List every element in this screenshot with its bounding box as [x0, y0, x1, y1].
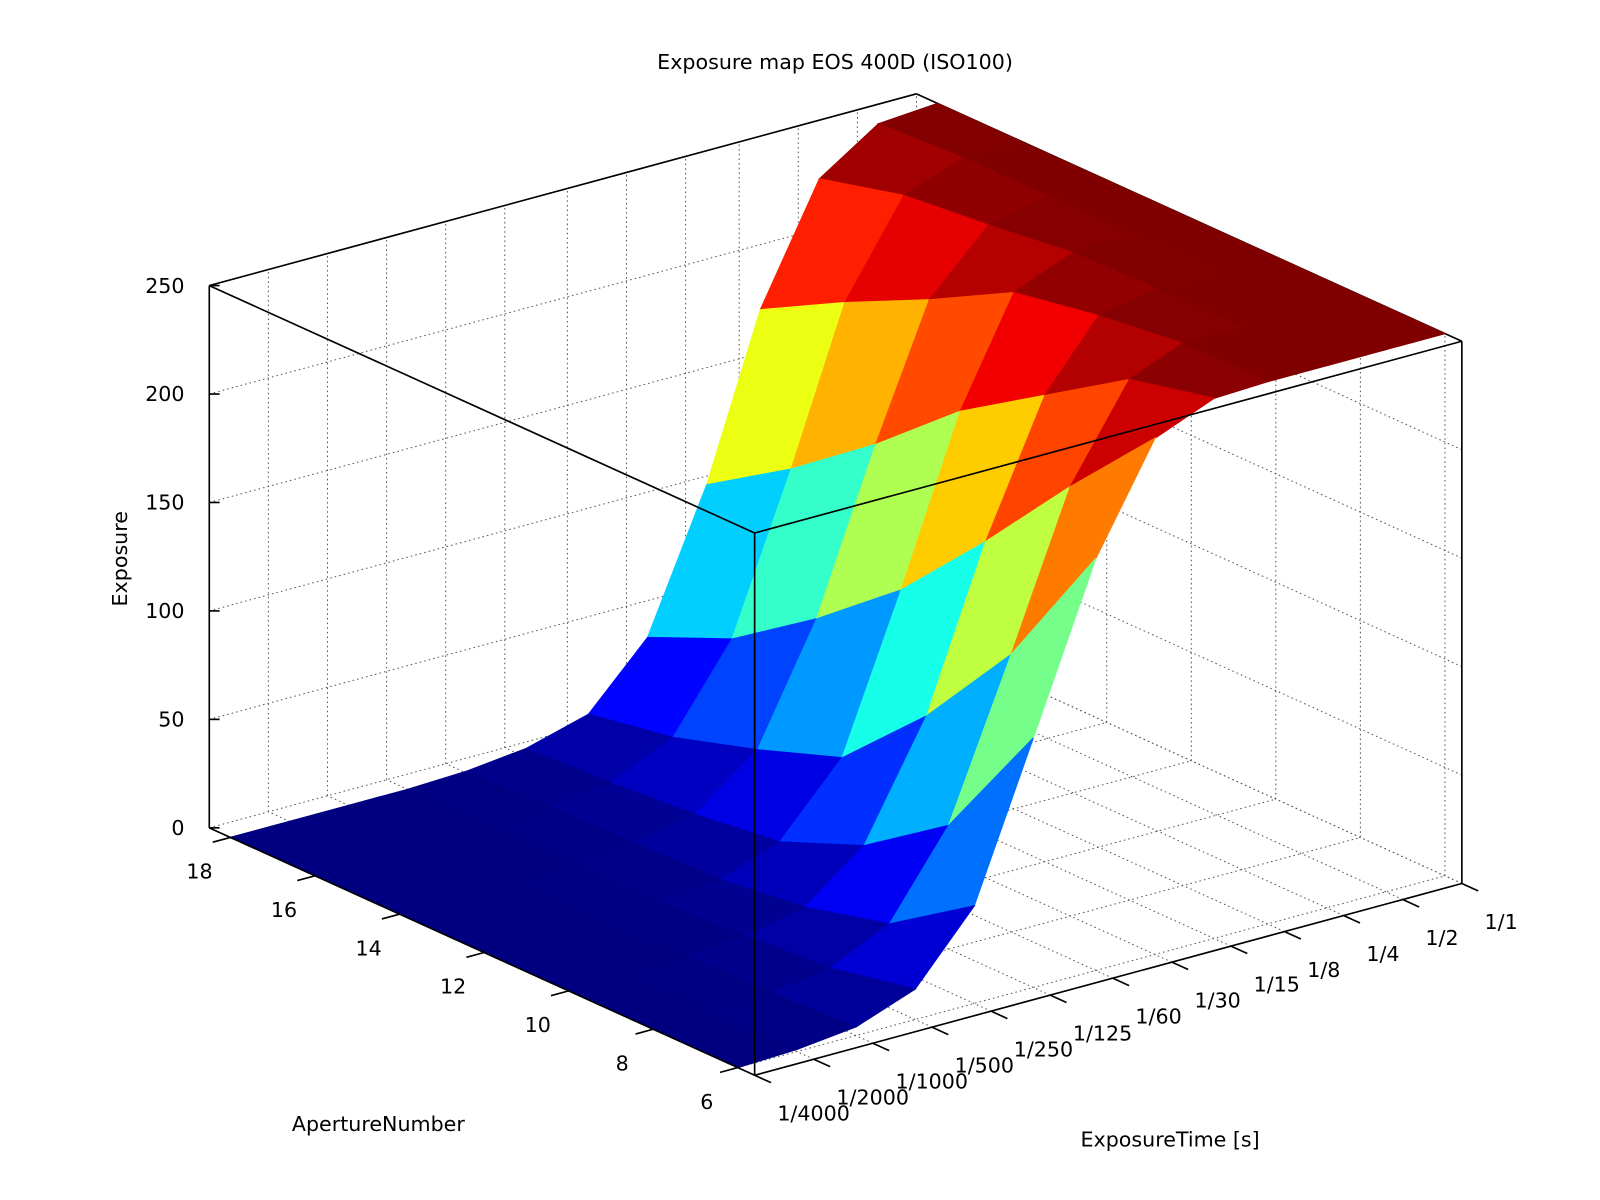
axes: 1/40001/20001/10001/5001/2501/1251/601/3… — [145, 274, 1518, 1126]
y-tick — [550, 990, 569, 997]
chart-title: Exposure map EOS 400D (ISO100) — [657, 50, 1013, 74]
grid-line — [737, 875, 1446, 1069]
x-tick-label: 1/1 — [1485, 910, 1518, 934]
x-tick — [1343, 914, 1361, 924]
x-tick — [872, 1042, 890, 1052]
x-tick-label: 1/1000 — [896, 1070, 969, 1094]
y-tick-label: 10 — [525, 1013, 551, 1037]
x-tick — [1284, 930, 1302, 940]
x-axis-label: ExposureTime [s] — [1080, 1127, 1259, 1151]
z-tick-label: 100 — [145, 599, 184, 623]
y-tick-label: 12 — [440, 975, 466, 999]
x-tick-label: 1/4 — [1366, 942, 1399, 966]
y-tick-label: 16 — [271, 898, 297, 922]
y-tick-label: 14 — [355, 936, 381, 960]
x-tick — [1402, 898, 1420, 908]
x-tick-label: 1/4000 — [777, 1102, 850, 1126]
x-tick — [1049, 994, 1067, 1004]
box-edge — [208, 827, 755, 1077]
x-tick — [1112, 977, 1130, 987]
y-tick — [212, 836, 231, 844]
y-tick — [719, 1066, 738, 1074]
grid-line — [209, 418, 917, 612]
x-tick-label: 1/250 — [1014, 1038, 1073, 1062]
z-tick-label: 150 — [145, 491, 184, 515]
z-tick-label: 250 — [145, 274, 184, 298]
z-axis-label: Exposure — [108, 511, 132, 606]
x-tick-label: 1/60 — [1135, 1005, 1181, 1029]
grid-line — [209, 635, 917, 829]
y-axis-label: ApertureNumber — [292, 1112, 465, 1136]
z-tick-label: 50 — [158, 708, 184, 732]
x-tick — [1171, 961, 1189, 971]
grid-line — [209, 527, 917, 720]
x-tick — [1230, 945, 1248, 955]
x-tick — [754, 1074, 772, 1084]
x-tick-label: 1/8 — [1307, 958, 1340, 982]
box-edge — [208, 284, 755, 534]
box-edge — [209, 93, 917, 287]
z-tick-label: 0 — [171, 816, 184, 840]
y-tick-label: 6 — [700, 1090, 713, 1114]
y-tick-label: 18 — [186, 860, 212, 884]
y-tick — [466, 951, 485, 959]
x-tick — [1461, 882, 1479, 892]
grid-line — [209, 201, 917, 395]
x-tick — [931, 1026, 949, 1036]
x-tick-label: 1/125 — [1073, 1021, 1132, 1045]
x-tick-label: 1/500 — [955, 1054, 1014, 1078]
z-tick-label: 200 — [145, 382, 184, 406]
x-tick-label: 1/2 — [1425, 926, 1458, 950]
y-tick-label: 8 — [616, 1051, 629, 1075]
box-edge — [754, 340, 1463, 534]
x-tick-label: 1/15 — [1254, 972, 1300, 996]
x-tick — [813, 1058, 831, 1068]
grid-line — [209, 310, 917, 503]
surface — [228, 102, 1447, 1069]
y-tick — [635, 1028, 654, 1035]
x-tick-label: 1/30 — [1195, 988, 1241, 1012]
x-tick-label: 1/2000 — [836, 1086, 909, 1110]
y-tick — [381, 913, 400, 920]
y-tick — [297, 874, 316, 882]
x-tick — [990, 1010, 1008, 1020]
